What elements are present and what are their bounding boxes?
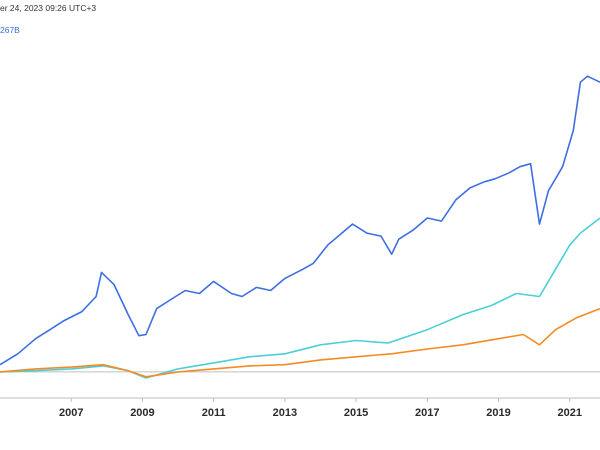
x-axis-ticks: 2007 2009 2011 2013 2015 2017 2019 2021	[59, 398, 582, 419]
orange-series-line	[0, 307, 600, 378]
x-tick-label: 2009	[130, 407, 154, 419]
x-tick-label: 2011	[202, 407, 226, 419]
blue-series-line	[0, 75, 600, 366]
x-tick-label: 2021	[557, 407, 581, 419]
x-tick-label: 2019	[486, 407, 510, 419]
x-tick-label: 2007	[59, 407, 83, 419]
x-tick-label: 2013	[273, 407, 297, 419]
x-tick-label: 2017	[415, 407, 439, 419]
series-code-label: 267B	[0, 25, 20, 35]
series-group	[0, 75, 600, 379]
x-tick-label: 2015	[344, 407, 368, 419]
chart-timestamp: er 24, 2023 09:26 UTC+3	[0, 3, 97, 13]
cyan-series-line	[0, 217, 600, 379]
